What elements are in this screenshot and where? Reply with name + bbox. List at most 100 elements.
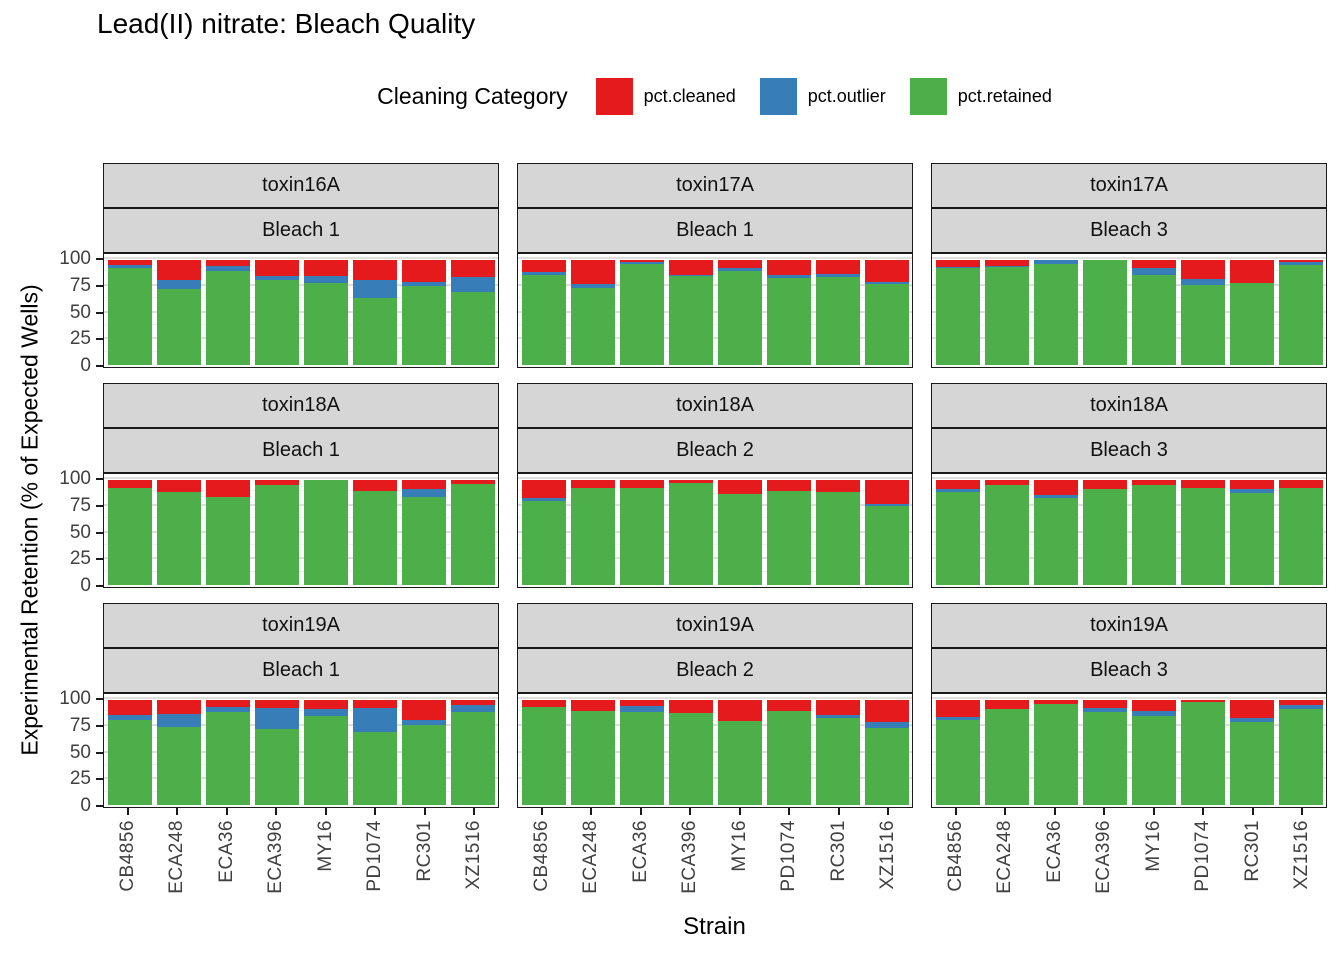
- bar-segment-retained: [619, 711, 664, 805]
- bar: [352, 700, 397, 805]
- bar-segment-cleaned: [450, 480, 495, 485]
- axis-tick: [837, 808, 840, 815]
- bar: [984, 480, 1029, 585]
- x-axis-slot: ECA248: [153, 808, 203, 894]
- x-axis-panel: CB4856 ECA248 ECA36 ECA396 MY16 PD1074 RC301 XZ…: [517, 808, 913, 894]
- axis-tick: [887, 808, 890, 815]
- bar: [815, 700, 860, 805]
- panel-plot: [931, 473, 1327, 588]
- bar-segment-cleaned: [619, 480, 664, 489]
- strip-toxin: toxin18A: [103, 383, 499, 428]
- major-gridline: [104, 697, 498, 699]
- y-tick-label: 25: [69, 328, 91, 350]
- axis-tick: [1004, 808, 1007, 815]
- bar-segment-retained: [254, 485, 299, 585]
- axis-tick: [96, 698, 103, 700]
- bar-segment-outlier: [1131, 268, 1176, 275]
- bar: [1180, 260, 1225, 365]
- major-gridline: [104, 310, 498, 313]
- bar-segment-outlier: [107, 265, 152, 269]
- x-axis-slot: MY16: [301, 808, 351, 894]
- bar-segment-cleaned: [935, 480, 980, 490]
- bar-segment-cleaned: [815, 260, 860, 274]
- bar-segment-outlier: [864, 282, 909, 285]
- bar-segment-cleaned: [984, 260, 1029, 267]
- bar: [619, 700, 664, 805]
- minor-gridline: [932, 543, 1326, 545]
- x-tick-label: ECA396: [1093, 820, 1115, 894]
- axis-tick: [639, 808, 642, 815]
- bar-segment-cleaned: [935, 700, 980, 717]
- bar-segment-outlier: [984, 266, 1029, 268]
- bar-segment-outlier: [668, 274, 713, 276]
- axis-tick: [423, 808, 426, 815]
- bar: [205, 480, 250, 585]
- plot-area: [105, 700, 497, 805]
- strip-toxin: toxin17A: [517, 163, 913, 208]
- major-gridline: [518, 777, 912, 780]
- bar-segment-cleaned: [450, 260, 495, 277]
- bar-segment-retained: [352, 490, 397, 585]
- bar-segment-cleaned: [1131, 260, 1176, 269]
- x-axis-slot: MY16: [715, 808, 765, 894]
- bar: [254, 260, 299, 365]
- major-gridline: [104, 257, 498, 259]
- bar-segment-retained: [1229, 283, 1274, 365]
- bar: [815, 260, 860, 365]
- facet-row: 0 25 50 75 100 toxin18A Bleach 1 toxin18A Bleach…: [20, 383, 1327, 596]
- x-tick-label: RC301: [413, 820, 435, 882]
- x-tick-label: PD1074: [364, 820, 386, 892]
- bar-segment-retained: [1033, 704, 1078, 805]
- bar-segment-retained: [1229, 492, 1274, 585]
- bar: [156, 260, 201, 365]
- bar-segment-outlier: [1229, 717, 1274, 723]
- bar: [619, 260, 664, 365]
- legend-title: Cleaning Category: [377, 82, 568, 109]
- x-axis-slot: XZ1516: [864, 808, 914, 894]
- plot-area: [933, 260, 1325, 365]
- major-gridline: [932, 557, 1326, 560]
- axis-tick: [96, 365, 103, 367]
- bar-segment-cleaned: [570, 260, 615, 285]
- bar-segment-outlier: [1278, 705, 1323, 710]
- axis-tick: [96, 724, 103, 727]
- bar-segment-outlier: [521, 271, 566, 275]
- legend-label: pct.cleaned: [643, 85, 736, 106]
- bar-segment-retained: [668, 712, 713, 805]
- bar: [668, 480, 713, 585]
- bar-segment-retained: [1082, 260, 1127, 365]
- major-gridline: [518, 337, 912, 340]
- axis-tick: [96, 478, 103, 480]
- bar-segment-outlier: [156, 279, 201, 290]
- bar-segment-cleaned: [668, 480, 713, 484]
- bar-segment-cleaned: [401, 700, 446, 720]
- bar-segment-outlier: [1033, 260, 1078, 265]
- bar-segment-cleaned: [205, 260, 250, 267]
- bar: [570, 700, 615, 805]
- bar-segment-retained: [668, 483, 713, 585]
- minor-gridline: [932, 323, 1326, 325]
- axis-tick: [275, 808, 278, 815]
- x-axis-slot: CB4856: [931, 808, 981, 894]
- bar-segment-cleaned: [107, 480, 152, 489]
- minor-gridline: [104, 543, 498, 545]
- facet-row: 0 25 50 75 100 toxin16A Bleach 1 toxin17A Bleach…: [20, 163, 1327, 376]
- bar: [352, 260, 397, 365]
- major-gridline: [932, 477, 1326, 479]
- x-tick-label: XZ1516: [463, 820, 485, 890]
- panel-plot: [517, 253, 913, 368]
- minor-gridline: [932, 350, 1326, 352]
- strip-toxin: toxin17A: [931, 163, 1327, 208]
- bar-segment-outlier: [766, 274, 811, 278]
- bar-segment-retained: [303, 715, 348, 805]
- x-axis-slot: ECA248: [567, 808, 617, 894]
- bar-segment-outlier: [570, 284, 615, 289]
- strip-bleach: Bleach 3: [931, 428, 1327, 473]
- strip-toxin: toxin18A: [931, 383, 1327, 428]
- bar: [815, 480, 860, 585]
- bar: [1131, 260, 1176, 365]
- bar-segment-retained: [107, 488, 152, 585]
- bar-segment-cleaned: [1229, 700, 1274, 718]
- bar: [1082, 700, 1127, 805]
- bar: [619, 480, 664, 585]
